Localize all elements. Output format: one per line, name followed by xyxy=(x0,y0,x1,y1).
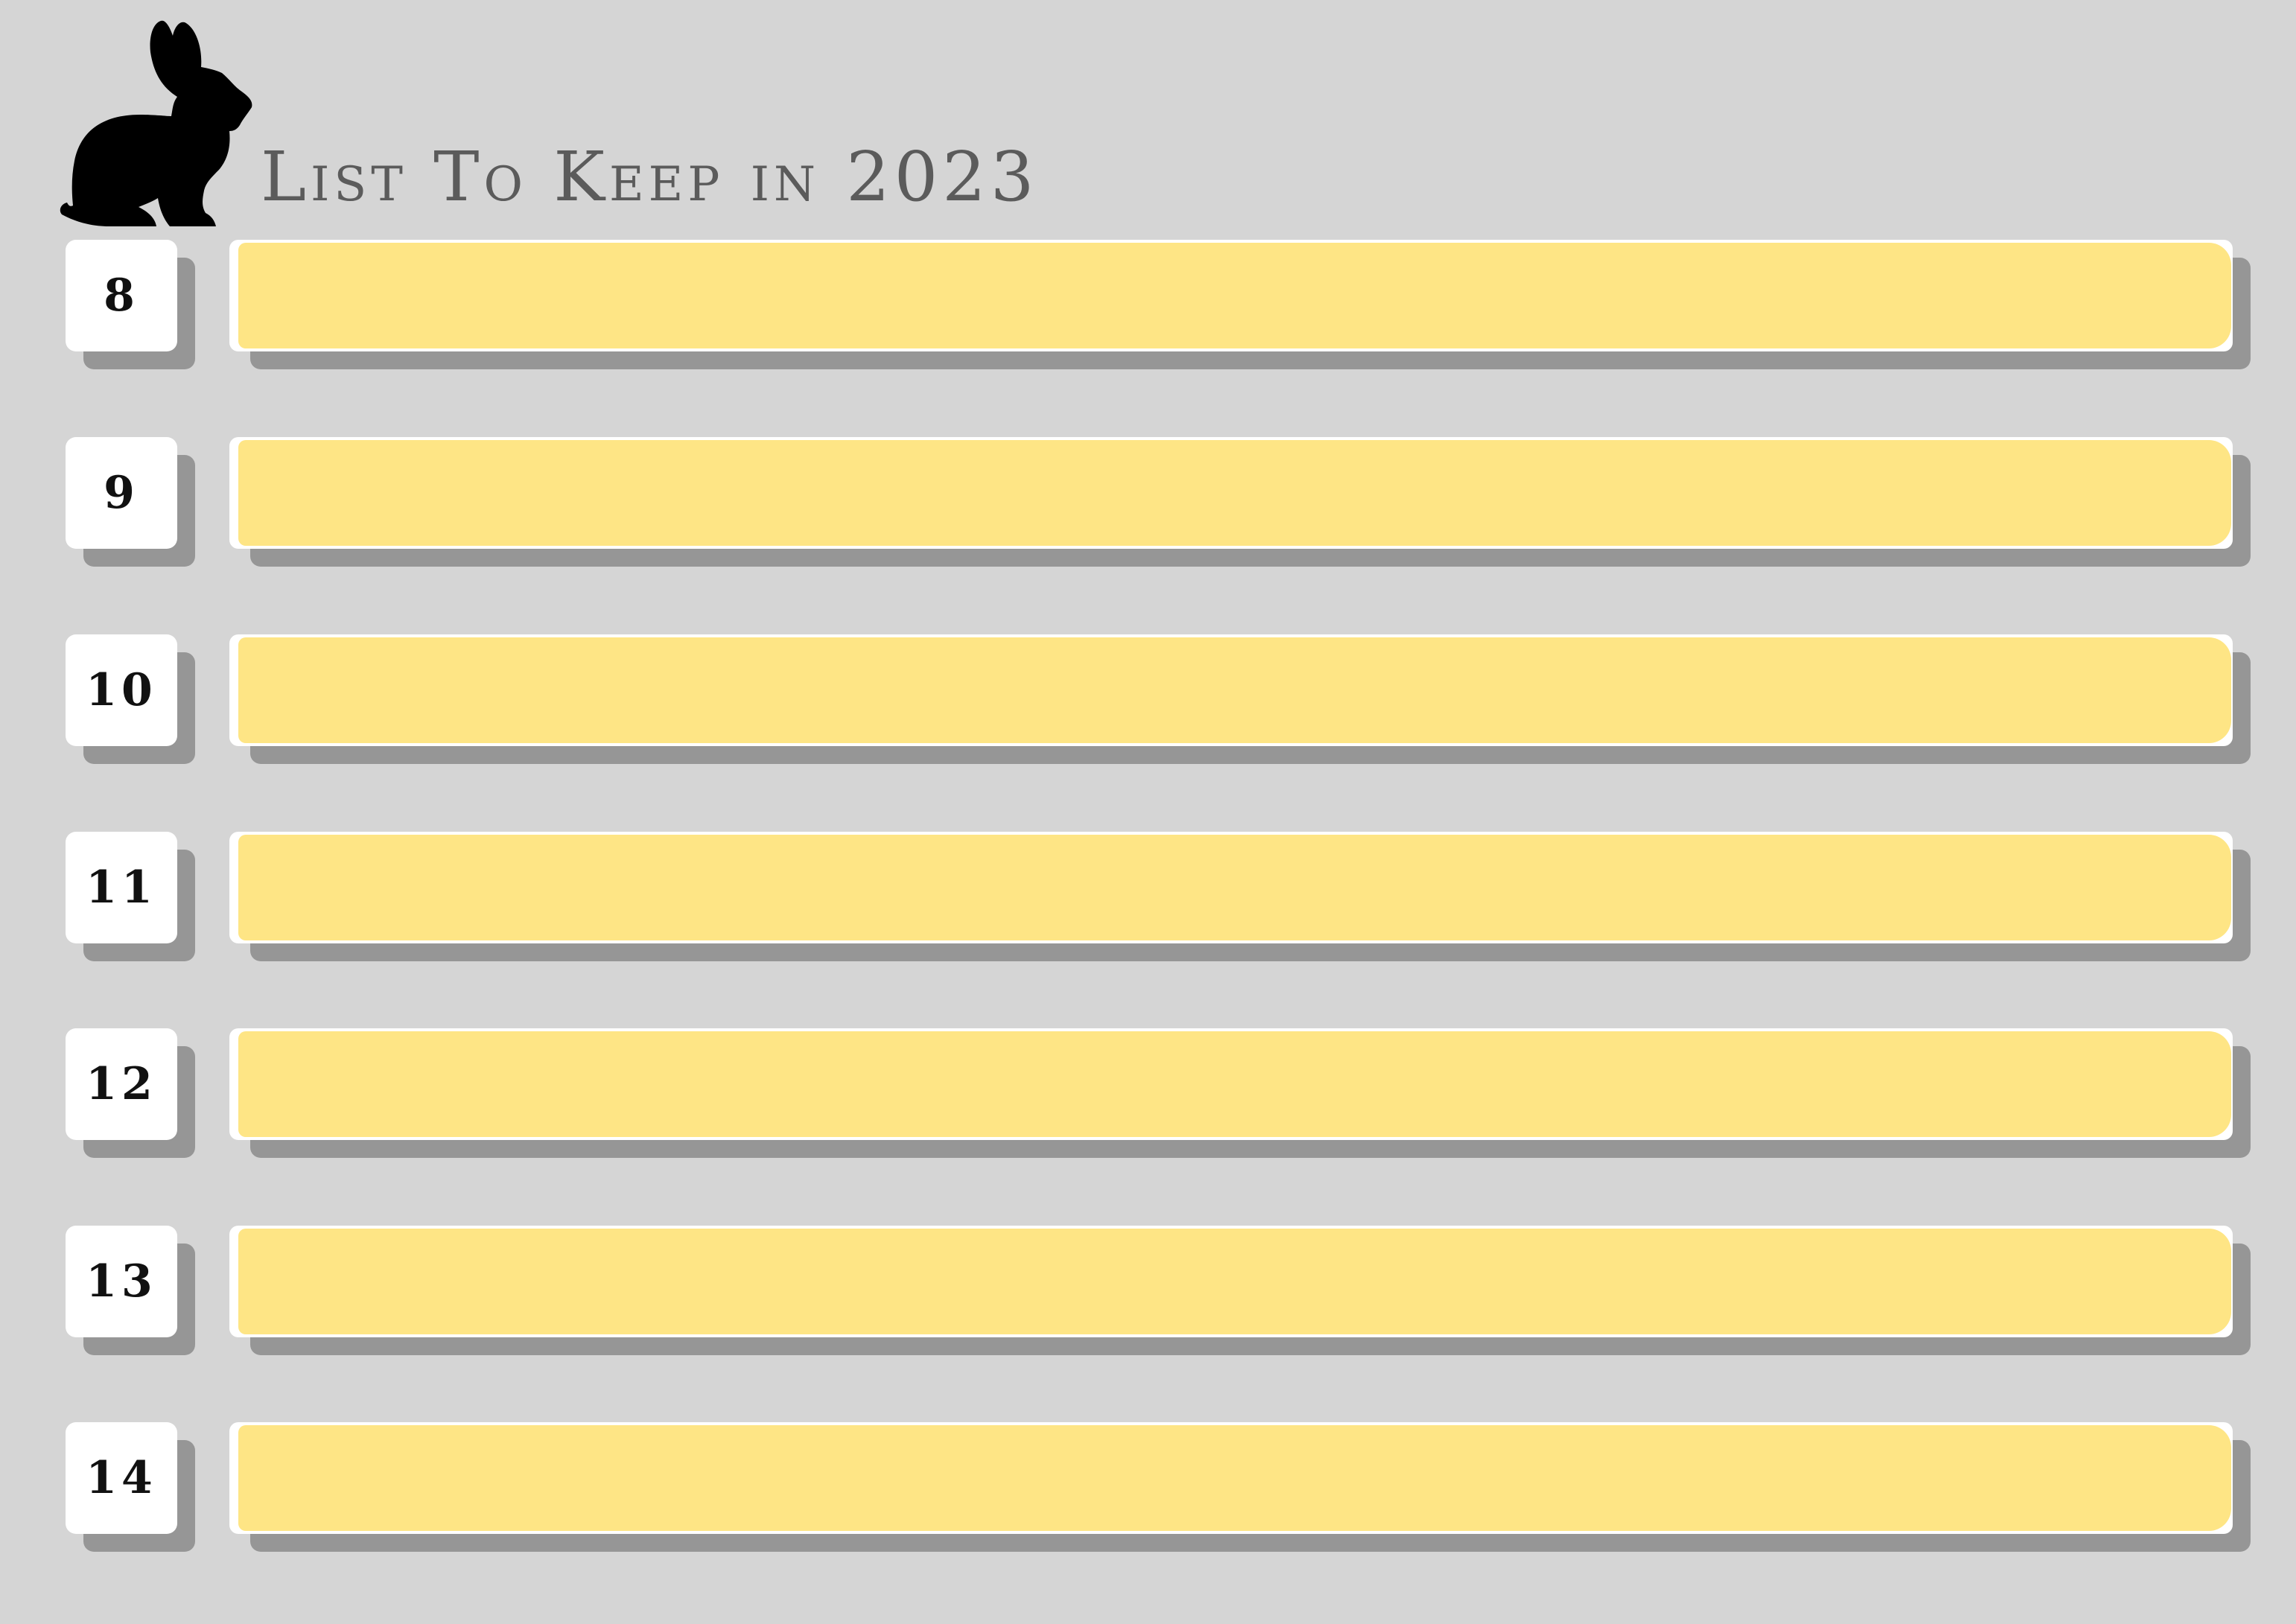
list-item: 10 xyxy=(0,634,2296,768)
entry-field[interactable] xyxy=(238,637,2231,743)
list-item: 8 xyxy=(0,240,2296,374)
item-number: 14 xyxy=(66,1422,177,1534)
entry-field[interactable] xyxy=(238,1425,2231,1531)
list-item: 12 xyxy=(0,1028,2296,1162)
list-item: 9 xyxy=(0,437,2296,571)
list-item: 11 xyxy=(0,832,2296,966)
item-number: 10 xyxy=(66,634,177,746)
entry-field[interactable] xyxy=(238,1229,2231,1334)
list-item: 13 xyxy=(0,1226,2296,1360)
rabbit-silhouette-icon xyxy=(60,20,252,226)
item-number: 11 xyxy=(66,832,177,943)
entry-field[interactable] xyxy=(238,835,2231,940)
list-item: 14 xyxy=(0,1422,2296,1556)
item-number: 9 xyxy=(66,437,177,549)
entry-field[interactable] xyxy=(238,1031,2231,1137)
entry-field[interactable] xyxy=(238,243,2231,348)
page-title: List To Keep in 2023 xyxy=(261,137,1039,217)
entry-field[interactable] xyxy=(238,440,2231,546)
item-number: 8 xyxy=(66,240,177,351)
item-number: 13 xyxy=(66,1226,177,1337)
item-number: 12 xyxy=(66,1028,177,1140)
